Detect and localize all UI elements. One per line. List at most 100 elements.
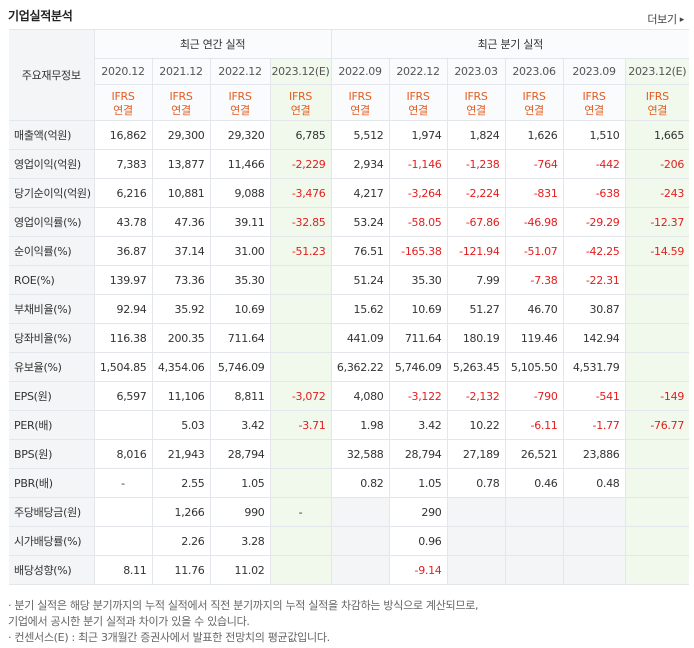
row-header-label: 주요재무정보 (9, 29, 95, 121)
table-cell: -3.71 (269, 410, 332, 440)
table-cell (93, 410, 153, 440)
table-cell (269, 294, 332, 324)
table-cell: -6.11 (504, 410, 564, 440)
table-cell: 119.46 (504, 323, 564, 353)
consolidated-label: 연결 (171, 103, 191, 117)
table-cell: 51.24 (330, 265, 390, 295)
table-cell: 35.92 (151, 294, 211, 324)
chevron-right-icon: ▸ (679, 15, 685, 25)
table-cell: 0.48 (562, 468, 626, 498)
table-row: 당좌비율(%) 116.38 200.35 711.64 441.09 711.64 180… (9, 323, 690, 353)
table-cell: -121.94 (446, 236, 506, 266)
table-cell: 27,189 (446, 439, 506, 469)
table-cell: 1.98 (330, 410, 390, 440)
table-cell (330, 526, 390, 556)
table-cell: 5,512 (330, 120, 390, 150)
table-cell: -7.38 (504, 265, 564, 295)
ifrs-label: IFRS (111, 89, 135, 103)
table-cell: 1.05 (209, 468, 271, 498)
table-cell: -2,229 (269, 149, 332, 179)
table-row: 매출액(억원) 16,862 29,300 29,320 6,785 5,512 1,974… (9, 120, 690, 150)
table-cell: 47.36 (151, 207, 211, 237)
consolidated-label: 연결 (290, 103, 311, 117)
table-cell (624, 526, 690, 556)
table-cell: 29,320 (209, 120, 271, 150)
table-cell: 92.94 (93, 294, 153, 324)
table-cell: 43.78 (93, 207, 153, 237)
table-row: ROE(%) 139.97 73.36 35.30 51.24 35.30 7.99 -7.3… (9, 265, 690, 295)
table-cell: 37.14 (151, 236, 211, 266)
table-row: 부채비율(%) 92.94 35.92 10.69 15.62 10.69 51.27 46.… (9, 294, 690, 324)
table-cell: 8,811 (209, 381, 271, 411)
row-label: 영업이익(억원) (9, 149, 95, 179)
table-cell: 6,216 (93, 178, 153, 208)
table-cell (269, 265, 332, 295)
table-cell: 36.87 (93, 236, 153, 266)
table-row: BPS(원) 8,016 21,943 28,794 32,588 28,794 27,18… (9, 439, 690, 469)
table-cell: -1.77 (562, 410, 626, 440)
table-cell (269, 526, 332, 556)
table-row: 시가배당률(%) 2.26 3.28 0.96 (9, 526, 690, 556)
table-cell: 139.97 (93, 265, 153, 295)
table-cell: -46.98 (504, 207, 564, 237)
table-cell: 10.22 (446, 410, 506, 440)
table-cell (562, 555, 626, 585)
table-cell: 180.19 (446, 323, 506, 353)
row-label: 영업이익률(%) (9, 207, 95, 237)
consolidated-label: 연결 (466, 103, 486, 117)
table-cell: 76.51 (330, 236, 390, 266)
table-cell: 1,266 (151, 497, 211, 527)
table-cell: 1,510 (562, 120, 626, 150)
period-header: 2022.12 (388, 58, 448, 85)
table-cell: 4,531.79 (562, 352, 626, 382)
table-cell: 711.64 (388, 323, 448, 353)
row-label: 순이익률(%) (9, 236, 95, 266)
quarterly-group-header: 최근 분기 실적 (330, 29, 690, 59)
table-cell (624, 439, 690, 469)
ifrs-basis-label: IFRS 연결 (388, 84, 448, 121)
row-label: 당기순이익(억원) (9, 178, 95, 208)
table-cell: 39.11 (209, 207, 271, 237)
period-header: 2023.12(E) (624, 58, 690, 85)
table-cell (93, 497, 153, 527)
table-cell (446, 497, 506, 527)
table-cell: 1,504.85 (93, 352, 153, 382)
table-row: 유보율(%) 1,504.85 4,354.06 5,746.09 6,362.22 5,… (9, 352, 690, 382)
table-row: 배당성향(%) 8.11 11.76 11.02 -9.14 (9, 555, 690, 585)
period-header: 2023.09 (562, 58, 626, 85)
table-cell (624, 265, 690, 295)
table-cell: 5,263.45 (446, 352, 506, 382)
table-cell: 11.76 (151, 555, 211, 585)
table-cell (446, 526, 506, 556)
section-title: 기업실적분석 (8, 9, 73, 23)
table-cell: 711.64 (209, 323, 271, 353)
table-cell: - (93, 468, 153, 498)
period-header-row: 2020.12 2021.12 2022.12 2023.12(E) 2022.09 20… (9, 58, 690, 85)
annual-group-header: 최근 연간 실적 (93, 29, 332, 59)
row-label: BPS(원) (9, 439, 95, 469)
table-cell: 51.27 (446, 294, 506, 324)
table-cell: 26,521 (504, 439, 564, 469)
table-cell: 28,794 (209, 439, 271, 469)
table-cell: 3.42 (388, 410, 448, 440)
table-cell: -790 (504, 381, 564, 411)
table-cell: 6,362.22 (330, 352, 390, 382)
table-cell: 11,466 (209, 149, 271, 179)
ifrs-basis-label: IFRS 연결 (330, 84, 390, 121)
table-cell: -243 (624, 178, 690, 208)
table-cell: 116.38 (93, 323, 153, 353)
row-label: 주당배당금(원) (9, 497, 95, 527)
table-cell: -831 (504, 178, 564, 208)
table-cell: 0.96 (388, 526, 448, 556)
table-cell: -3,072 (269, 381, 332, 411)
more-link[interactable]: 더보기 ▸ (647, 11, 684, 27)
ifrs-label: IFRS (464, 89, 488, 103)
footnote-line: · 분기 실적은 해당 분기까지의 누적 실적에서 직전 분기까지의 누적 실적… (8, 599, 479, 612)
table-row: 순이익률(%) 36.87 37.14 31.00 -51.23 76.51 -165.38… (9, 236, 690, 266)
table-row: 영업이익률(%) 43.78 47.36 39.11 -32.85 53.24 -58.05… (9, 207, 690, 237)
table-cell: 15.62 (330, 294, 390, 324)
table-cell: -29.29 (562, 207, 626, 237)
table-cell: 10,881 (151, 178, 211, 208)
ifrs-label: IFRS (645, 89, 669, 103)
table-cell: - (269, 497, 332, 527)
